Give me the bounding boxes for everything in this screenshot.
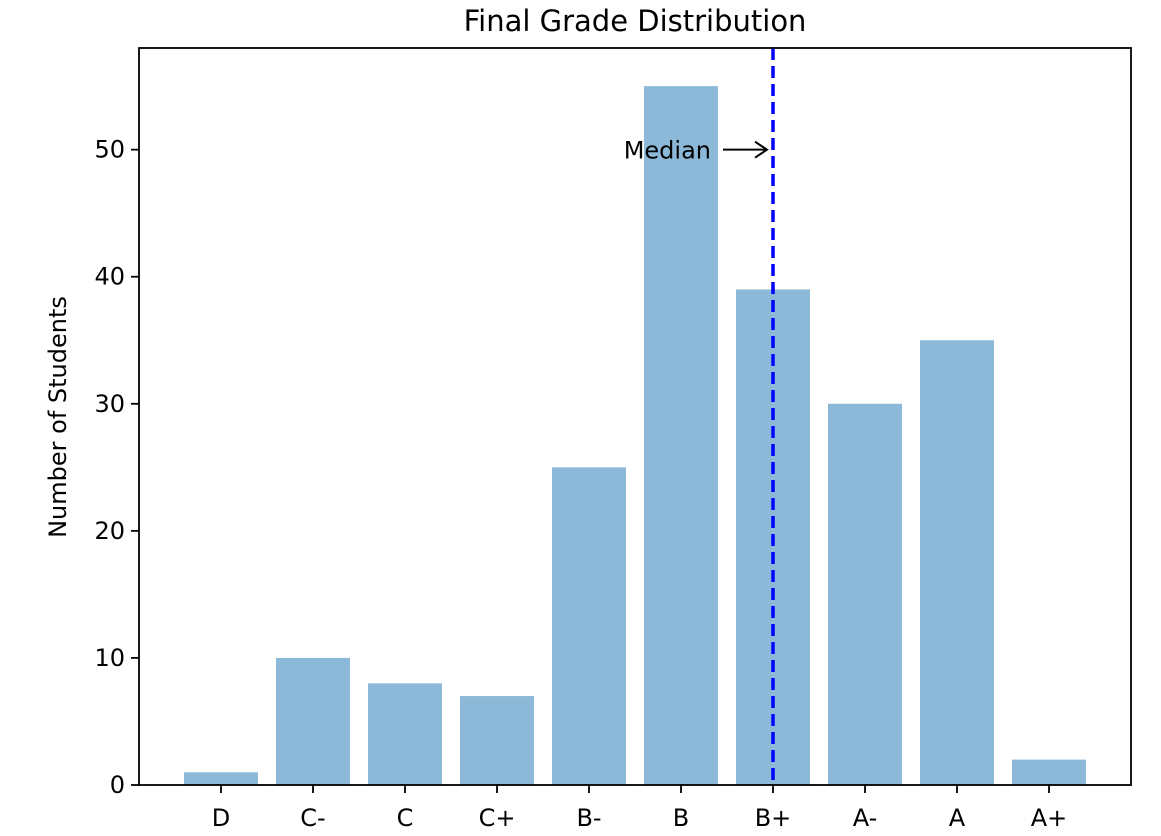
y-tick-label-0: 0: [110, 771, 125, 799]
chart-title: Final Grade Distribution: [464, 4, 807, 38]
bar-a-plus: [1012, 759, 1086, 785]
y-tick-label-10: 10: [94, 644, 125, 672]
y-axis-ticks: 0 10 20 30 40 50: [94, 136, 139, 799]
y-tick-label-20: 20: [94, 517, 125, 545]
bar-d: [184, 772, 258, 785]
median-annotation-arrowhead: [754, 140, 769, 159]
x-tick-label-d: D: [212, 804, 230, 832]
y-axis-label: Number of Students: [44, 296, 72, 538]
annotation-group: Median: [624, 137, 769, 165]
bar-b-minus: [552, 467, 626, 785]
x-tick-label-a: A: [949, 804, 966, 832]
x-tick-label-b-plus: B+: [755, 804, 792, 832]
bar-c-minus: [276, 657, 350, 785]
x-tick-label-b: B: [673, 804, 689, 832]
median-annotation-text: Median: [624, 137, 711, 165]
bar-c: [368, 683, 442, 785]
y-tick-label-30: 30: [94, 390, 125, 418]
plot-frame: [138, 47, 1132, 786]
y-tick-label-40: 40: [94, 263, 125, 291]
x-tick-label-a-plus: A+: [1031, 804, 1068, 832]
bar-b: [644, 86, 718, 786]
bar-a: [920, 340, 994, 785]
x-tick-label-c: C: [397, 804, 414, 832]
x-tick-label-a-minus: A-: [853, 804, 878, 832]
x-tick-label-b-minus: B-: [576, 804, 601, 832]
x-axis-ticks: D C- C C+ B- B B+ A- A A+: [212, 785, 1068, 832]
x-tick-label-c-minus: C-: [300, 804, 325, 832]
y-tick-label-50: 50: [94, 136, 125, 164]
bars-group: [184, 86, 1086, 786]
bar-a-minus: [828, 403, 902, 785]
x-tick-label-c-plus: C+: [479, 804, 516, 832]
bar-c-plus: [460, 696, 534, 785]
